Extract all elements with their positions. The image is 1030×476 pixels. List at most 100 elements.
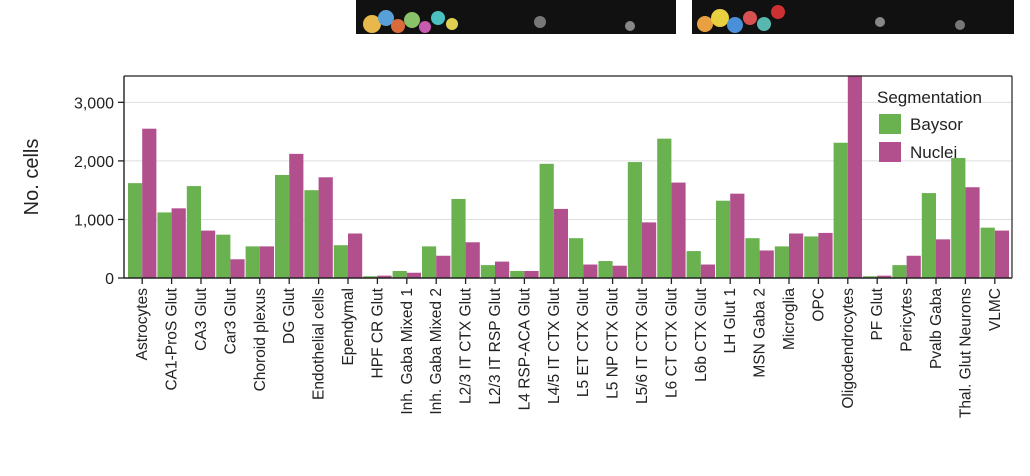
bar-baysor — [686, 251, 701, 278]
bar-nuclei — [936, 239, 951, 278]
bar-nuclei — [377, 275, 392, 278]
bar-nuclei — [230, 259, 245, 278]
bar-baysor — [833, 142, 848, 278]
y-tick-label: 0 — [105, 271, 114, 288]
x-tick-label: L5 ET CTX Glut — [575, 287, 592, 397]
bar-nuclei — [524, 270, 539, 278]
x-tick-label: Inh. Gaba Mixed 2 — [428, 288, 445, 415]
x-tick-label: Pericytes — [899, 288, 916, 352]
legend-swatch-baysor — [879, 114, 901, 134]
bar-baysor — [245, 246, 260, 278]
bar-baysor — [451, 198, 466, 278]
bar-nuclei — [700, 264, 715, 278]
x-tick-label: Pvalb Gaba — [928, 288, 945, 369]
bar-baysor — [921, 193, 936, 278]
bar-baysor — [745, 238, 760, 278]
x-tick-label: L4 RSP-ACA Glut — [516, 287, 533, 410]
x-tick-label: OPC — [810, 288, 827, 322]
x-tick-label: MSN Gaba 2 — [752, 288, 769, 378]
bar-nuclei — [436, 255, 451, 278]
x-tick-label: Astrocytes — [134, 288, 151, 361]
bar-nuclei — [847, 75, 862, 278]
y-axis-label: No. cells — [21, 139, 43, 216]
bar-nuclei — [965, 187, 980, 278]
bar-nuclei — [406, 272, 421, 278]
x-tick-label: L5 NP CTX Glut — [605, 287, 622, 399]
bar-nuclei — [259, 246, 274, 278]
bar-nuclei — [465, 242, 480, 278]
axes: 0 1,000 2,000 3,000 Astrocytes CA1-ProS Glut C… — [74, 75, 1013, 418]
bar-nuclei — [906, 255, 921, 278]
x-tick-label: Thal. Glut Neurons — [957, 288, 974, 418]
bar-baysor — [627, 162, 642, 278]
bar-baysor — [157, 212, 172, 278]
x-tick-label: Ependymal — [340, 288, 357, 366]
legend: Segmentation Baysor Nuclei — [877, 88, 982, 162]
bar-baysor — [275, 174, 290, 278]
bar-baysor — [216, 234, 231, 278]
x-tick-label: LH Glut 1 — [722, 288, 739, 353]
y-tick-label: 1,000 — [74, 212, 114, 229]
bar-baysor — [392, 270, 407, 278]
bar-nuclei — [583, 264, 598, 278]
bar-nuclei — [318, 177, 333, 278]
bar-nuclei — [289, 153, 304, 278]
x-tick-label: DG Glut — [281, 287, 298, 344]
x-tick-label: L6b CTX Glut — [693, 287, 710, 382]
bar-baysor — [480, 265, 495, 278]
bar-nuclei — [730, 193, 745, 278]
bar-nuclei — [994, 230, 1009, 278]
bar-chart: 0 1,000 2,000 3,000 Astrocytes CA1-ProS Glut C… — [21, 75, 1013, 418]
bar-nuclei — [142, 128, 157, 278]
bar-baysor — [951, 157, 966, 278]
x-tick-label: VLMC — [987, 288, 1004, 331]
x-tick-label: CA3 Glut — [193, 287, 210, 351]
bar-nuclei — [642, 222, 657, 278]
x-tick-label: Car3 Glut — [222, 287, 239, 354]
bar-nuclei — [789, 233, 804, 278]
segmentation-image-left — [356, 0, 676, 34]
bar-baysor — [128, 183, 143, 278]
x-tick-label: Microglia — [781, 288, 798, 350]
x-tick-label: Oligodendrocytes — [840, 288, 857, 409]
bar-baysor — [892, 265, 907, 278]
bar-nuclei — [671, 182, 686, 278]
bar-nuclei — [171, 208, 186, 278]
segmentation-image-right — [692, 0, 1014, 34]
x-tick-label: Endothelial cells — [311, 288, 328, 400]
bar-baysor — [422, 246, 437, 278]
x-tick-label: L4/5 IT CTX Glut — [546, 287, 563, 404]
bar-nuclei — [553, 208, 568, 278]
legend-swatch-nuclei — [879, 142, 901, 162]
bars — [128, 75, 1009, 278]
bar-baysor — [363, 276, 378, 278]
x-tick-label: L2/3 IT CTX Glut — [458, 287, 475, 404]
x-tick-label: L2/3 IT RSP Glut — [487, 287, 504, 404]
legend-label-baysor: Baysor — [910, 115, 963, 134]
x-tick-label: HPF CR Glut — [369, 287, 386, 378]
bar-nuclei — [877, 275, 892, 278]
bar-nuclei — [818, 232, 833, 278]
bar-nuclei — [759, 250, 774, 278]
bar-baysor — [598, 261, 613, 278]
bar-baysor — [716, 200, 731, 278]
bar-baysor — [333, 245, 348, 278]
legend-title: Segmentation — [877, 88, 982, 107]
bar-baysor — [539, 163, 554, 278]
bar-baysor — [304, 190, 319, 278]
x-tick-label: PF Glut — [869, 287, 886, 340]
x-tick-label: Inh. Gaba Mixed 1 — [399, 288, 416, 415]
x-tick-label: Choroid plexus — [252, 288, 269, 392]
x-tick-label: CA1-ProS Glut — [164, 287, 181, 390]
bar-baysor — [569, 238, 584, 278]
bar-baysor — [510, 270, 525, 278]
bar-baysor — [774, 246, 789, 278]
x-tick-label: L6 CT CTX Glut — [663, 287, 680, 398]
legend-label-nuclei: Nuclei — [910, 143, 957, 162]
bar-nuclei — [348, 233, 363, 278]
bar-nuclei — [612, 265, 627, 278]
bar-baysor — [863, 276, 878, 278]
bar-baysor — [980, 227, 995, 278]
bar-nuclei — [495, 261, 510, 278]
